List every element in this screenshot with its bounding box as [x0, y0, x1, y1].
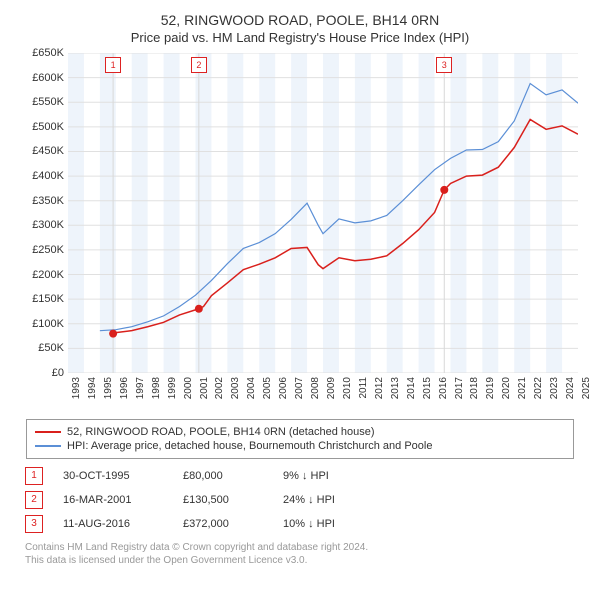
y-tick-label: £400K: [32, 170, 64, 182]
grid-band: [323, 53, 339, 373]
x-tick-label: 2000: [183, 377, 194, 399]
x-tick-label: 1999: [167, 377, 178, 399]
x-tick-label: 1994: [87, 377, 98, 399]
x-tick-label: 1993: [71, 377, 82, 399]
x-tick-label: 2015: [422, 377, 433, 399]
x-tick-label: 2010: [342, 377, 353, 399]
grid-band: [68, 53, 84, 373]
sale-hpi: 9% ↓ HPI: [283, 470, 383, 482]
x-tick-label: 2001: [199, 377, 210, 399]
y-tick-label: £150K: [32, 293, 64, 305]
y-tick-label: £350K: [32, 195, 64, 207]
plot-area: 1 2 3: [68, 53, 578, 373]
sale-price: £80,000: [183, 470, 263, 482]
y-tick-label: £550K: [32, 96, 64, 108]
sale-price: £130,500: [183, 494, 263, 506]
legend-item: 52, RINGWOOD ROAD, POOLE, BH14 0RN (deta…: [35, 426, 565, 438]
x-tick-label: 2018: [469, 377, 480, 399]
x-tick-label: 2007: [294, 377, 305, 399]
grid-band: [227, 53, 243, 373]
x-tick-label: 2014: [406, 377, 417, 399]
y-tick-label: £200K: [32, 269, 64, 281]
sale-date: 30-OCT-1995: [63, 470, 163, 482]
sale-badge: 2: [25, 491, 43, 509]
grid-band: [196, 53, 212, 373]
x-tick-label: 2023: [549, 377, 560, 399]
x-tick-label: 2025: [581, 377, 592, 399]
grid-band: [259, 53, 275, 373]
x-tick-label: 1997: [135, 377, 146, 399]
x-tick-label: 2019: [485, 377, 496, 399]
sale-hpi: 24% ↓ HPI: [283, 494, 383, 506]
sale-date: 11-AUG-2016: [63, 518, 163, 530]
x-tick-label: 1996: [119, 377, 130, 399]
legend-swatch: [35, 431, 61, 433]
y-tick-label: £600K: [32, 72, 64, 84]
sale-badge: 3: [25, 515, 43, 533]
sale-marker-badge: 2: [191, 57, 207, 73]
y-tick-label: £450K: [32, 145, 64, 157]
sale-badge: 1: [25, 467, 43, 485]
y-tick-label: £50K: [38, 342, 64, 354]
x-tick-label: 2004: [246, 377, 257, 399]
legend-label: 52, RINGWOOD ROAD, POOLE, BH14 0RN (deta…: [67, 426, 375, 438]
chart: £0 £50K £100K £150K £200K £250K £300K £350K £400…: [20, 53, 580, 413]
sale-marker-dot: [109, 330, 117, 338]
x-tick-label: 2008: [310, 377, 321, 399]
grid-band: [419, 53, 435, 373]
x-tick-label: 2012: [374, 377, 385, 399]
x-tick-label: 2002: [214, 377, 225, 399]
x-tick-label: 2005: [262, 377, 273, 399]
x-tick-label: 2024: [565, 377, 576, 399]
legend-label: HPI: Average price, detached house, Bour…: [67, 440, 432, 452]
x-tick-label: 2022: [533, 377, 544, 399]
footnote-line: This data is licensed under the Open Gov…: [25, 554, 575, 567]
sale-marker-dot: [440, 186, 448, 194]
grid-band: [546, 53, 562, 373]
footnote: Contains HM Land Registry data © Crown c…: [25, 541, 575, 567]
grid-band: [451, 53, 467, 373]
sale-price: £372,000: [183, 518, 263, 530]
sale-marker-badge: 1: [105, 57, 121, 73]
grid-band: [482, 53, 498, 373]
x-tick-label: 2006: [278, 377, 289, 399]
y-tick-label: £100K: [32, 318, 64, 330]
footnote-line: Contains HM Land Registry data © Crown c…: [25, 541, 575, 554]
grid-band: [132, 53, 148, 373]
x-tick-label: 2021: [517, 377, 528, 399]
sale-row: 1 30-OCT-1995 £80,000 9% ↓ HPI: [25, 467, 575, 485]
y-tick-label: £650K: [32, 47, 64, 59]
legend-swatch: [35, 445, 61, 447]
y-tick-label: £0: [52, 367, 64, 379]
grid-band: [291, 53, 307, 373]
grid-band: [164, 53, 180, 373]
sale-marker-dot: [195, 305, 203, 313]
x-tick-label: 2017: [454, 377, 465, 399]
page-title: 52, RINGWOOD ROAD, POOLE, BH14 0RN: [10, 12, 590, 28]
sale-date: 16-MAR-2001: [63, 494, 163, 506]
legend: 52, RINGWOOD ROAD, POOLE, BH14 0RN (deta…: [26, 419, 574, 459]
sale-row: 3 11-AUG-2016 £372,000 10% ↓ HPI: [25, 515, 575, 533]
sale-row: 2 16-MAR-2001 £130,500 24% ↓ HPI: [25, 491, 575, 509]
grid-band: [355, 53, 371, 373]
x-tick-label: 1998: [151, 377, 162, 399]
x-tick-label: 1995: [103, 377, 114, 399]
x-tick-label: 2020: [501, 377, 512, 399]
sales-table: 1 30-OCT-1995 £80,000 9% ↓ HPI 2 16-MAR-2001 £…: [25, 467, 575, 533]
x-tick-label: 2011: [358, 377, 369, 399]
x-tick-label: 2016: [438, 377, 449, 399]
y-tick-label: £250K: [32, 244, 64, 256]
x-tick-label: 2009: [326, 377, 337, 399]
sale-marker-badge: 3: [436, 57, 452, 73]
legend-item: HPI: Average price, detached house, Bour…: [35, 440, 565, 452]
page-subtitle: Price paid vs. HM Land Registry's House …: [10, 30, 590, 45]
y-tick-label: £500K: [32, 121, 64, 133]
x-tick-label: 2003: [230, 377, 241, 399]
x-tick-label: 2013: [390, 377, 401, 399]
x-axis: 1993 1994 1995 1996 1997 1998 1999 2000 2001 2002…: [68, 377, 578, 413]
sale-hpi: 10% ↓ HPI: [283, 518, 383, 530]
y-axis: £0£50K£100K£150K£200K£250K£300K£350K£400…: [20, 53, 68, 373]
y-tick-label: £300K: [32, 219, 64, 231]
